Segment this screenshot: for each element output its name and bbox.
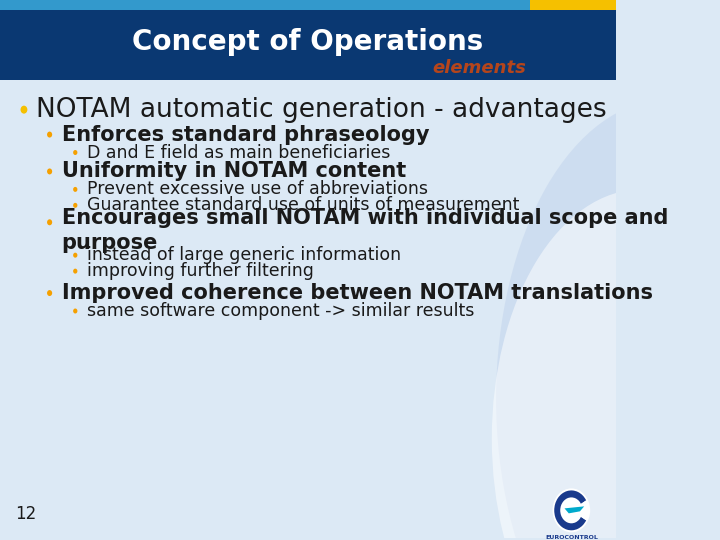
Text: same software component -> similar results: same software component -> similar resul…: [87, 302, 474, 320]
Text: Concept of Operations: Concept of Operations: [132, 28, 484, 56]
Circle shape: [47, 219, 52, 225]
Circle shape: [73, 253, 78, 258]
Circle shape: [73, 268, 78, 274]
Text: Prevent excessive use of abbreviations: Prevent excessive use of abbreviations: [87, 180, 428, 198]
Text: Improved coherence between NOTAM translations: Improved coherence between NOTAM transla…: [62, 283, 652, 303]
Circle shape: [73, 187, 78, 192]
Text: Encourages small NOTAM with individual scope and
purpose: Encourages small NOTAM with individual s…: [62, 208, 668, 253]
Circle shape: [47, 168, 52, 174]
Text: D and E field as main beneficiaries: D and E field as main beneficiaries: [87, 144, 391, 161]
Text: 12: 12: [15, 505, 37, 523]
Text: NOTAM automatic generation - advantages: NOTAM automatic generation - advantages: [36, 97, 606, 123]
Text: improving further filtering: improving further filtering: [87, 262, 314, 280]
Circle shape: [73, 150, 78, 155]
Text: Guarantee standard use of units of measurement: Guarantee standard use of units of measu…: [87, 197, 520, 214]
Text: instead of large generic information: instead of large generic information: [87, 246, 401, 264]
Wedge shape: [572, 501, 588, 521]
Circle shape: [21, 106, 27, 113]
Wedge shape: [560, 497, 582, 523]
Text: elements: elements: [432, 59, 526, 77]
FancyBboxPatch shape: [531, 0, 616, 10]
Text: Uniformity in NOTAM content: Uniformity in NOTAM content: [62, 161, 406, 181]
FancyBboxPatch shape: [0, 0, 616, 80]
Ellipse shape: [492, 190, 720, 540]
Text: EUROCONTROL: EUROCONTROL: [545, 535, 598, 540]
Circle shape: [47, 132, 52, 138]
Circle shape: [552, 489, 590, 532]
Text: Enforces standard phraseology: Enforces standard phraseology: [62, 125, 429, 145]
Circle shape: [73, 308, 78, 314]
Polygon shape: [564, 507, 584, 514]
Circle shape: [47, 290, 52, 296]
FancyBboxPatch shape: [0, 0, 531, 10]
Ellipse shape: [496, 100, 720, 540]
Circle shape: [73, 203, 78, 208]
Wedge shape: [554, 490, 586, 530]
